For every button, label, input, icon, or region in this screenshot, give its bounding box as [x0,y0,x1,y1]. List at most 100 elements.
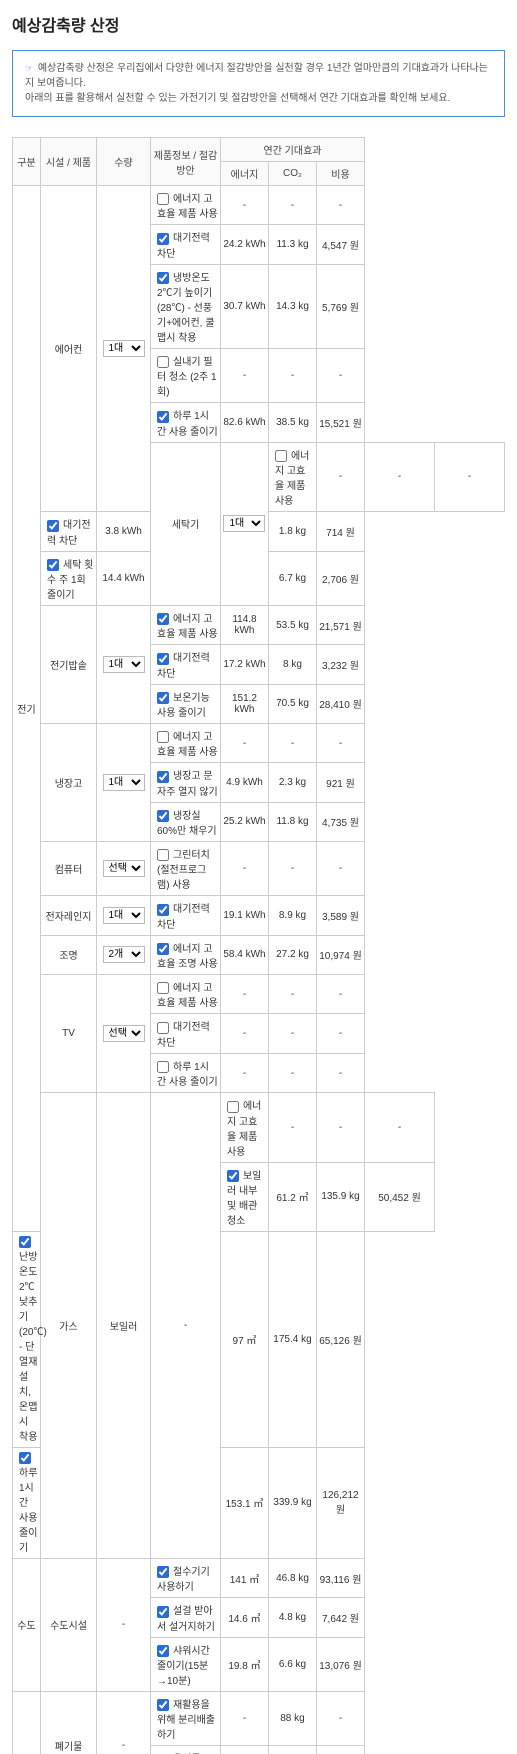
th-energy: 에너지 [220,162,268,186]
cell-facility: 수도시설 [41,1558,97,1691]
cell-co2: 53.5 kg [268,605,316,644]
qty-select[interactable]: 1대 [103,340,145,357]
cell-energy: 153.1 ㎥ [220,1447,268,1558]
cell-energy: 61.2 ㎥ [268,1162,316,1231]
cell-energy: - [220,842,268,896]
table-row: 가스보일러-에너지 고효율 제품 사용--- [13,1093,505,1162]
method-checkbox[interactable] [157,731,169,743]
cell-co2: 6.6 kg [268,1637,316,1691]
method-checkbox[interactable] [47,520,59,532]
cell-energy: 114.8 kWh [220,605,268,644]
method-checkbox[interactable] [157,193,169,205]
method-checkbox[interactable] [19,1236,31,1248]
table-row: 전자레인지1대대기전력 차단19.1 kWh8.9 kg3,589 원 [13,896,505,935]
cell-energy: 141 ㎥ [220,1558,268,1597]
cell-cost: 5,769 원 [316,264,364,348]
cell-facility: 폐기물 [41,1691,97,1754]
qty-select[interactable]: 1대 [103,774,145,791]
cell-cost: 7,642 원 [316,1598,364,1637]
cell-cost: 3,589 원 [316,896,364,935]
cell-method: 대기전력 차단 [151,896,221,935]
cell-energy: - [220,349,268,403]
method-checkbox[interactable] [157,771,169,783]
cell-qty: 선택 [97,842,151,896]
cell-cost: 28,410 원 [316,684,364,723]
qty-select[interactable]: 1대 [223,515,265,532]
cell-cost: 921 원 [316,763,364,802]
method-checkbox[interactable] [157,272,169,284]
notice-line2: 아래의 표를 활용해서 실천할 수 있는 가전기기 및 절감방안을 선택해서 연… [25,93,450,104]
method-checkbox[interactable] [47,559,59,571]
method-checkbox[interactable] [227,1170,239,1182]
method-checkbox[interactable] [157,411,169,423]
cell-energy: 30.7 kWh [220,264,268,348]
cell-cost: 15,521 원 [316,403,364,442]
method-checkbox[interactable] [157,233,169,245]
method-checkbox[interactable] [157,1606,169,1618]
cell-co2: - [268,1053,316,1092]
method-checkbox[interactable] [157,982,169,994]
cell-energy: - [220,1014,268,1053]
table-row: 전기에어컨1대에너지 고효율 제품 사용--- [13,186,505,225]
method-label: 냉방온도 2℃기 높이기 (28℃) - 선풍기+에어컨, 쿨맵시 착용 [157,273,214,344]
cell-method: 대기전력 차단 [151,1014,221,1053]
method-checkbox[interactable] [157,1061,169,1073]
cell-qty: 1대 [97,723,151,841]
cell-method: 냉방온도 2℃기 높이기 (28℃) - 선풍기+에어컨, 쿨맵시 착용 [151,264,221,348]
notice-line1: 예상감축량 산정은 우리집에서 다양한 에너지 절감방안을 실천할 경우 1년간… [25,63,488,89]
method-checkbox[interactable] [157,849,169,861]
qty-select[interactable]: 1대 [103,656,145,673]
cell-co2: 135.9 kg [316,1162,364,1231]
cell-co2: - [365,442,435,511]
qty-select[interactable]: 선택 [103,1025,145,1042]
method-checkbox[interactable] [19,1452,31,1464]
cell-qty: - [97,1558,151,1691]
method-checkbox[interactable] [227,1101,239,1113]
cell-energy: 14.6 ㎥ [220,1598,268,1637]
table-row: 컴퓨터선택그린터치(절전프로그램) 사용--- [13,842,505,896]
qty-select[interactable]: 선택 [103,860,145,877]
cell-energy: - [220,1691,268,1745]
cell-method: 에너지 고효율 제품 사용 [151,186,221,225]
method-checkbox[interactable] [157,810,169,822]
th-method: 제품정보 / 절감방안 [151,138,221,186]
method-checkbox[interactable] [157,613,169,625]
cell-method: 보온기능 사용 줄이기 [151,684,221,723]
cell-method: 에너지 고효율 제품 사용 [268,442,316,511]
cell-cost: 13,076 원 [316,1637,364,1691]
cell-qty: 1대 [97,186,151,512]
notice-box: ☞ 예상감축량 산정은 우리집에서 다양한 에너지 절감방안을 실천할 경우 1… [12,50,505,117]
method-checkbox[interactable] [157,943,169,955]
cell-facility: 전자레인지 [41,896,97,935]
cell-facility: 조명 [41,935,97,974]
cell-method: 재활용을 위해 분리배출하기 [151,1691,221,1745]
method-checkbox[interactable] [157,1022,169,1034]
cell-qty: 1대 [97,605,151,723]
qty-select[interactable]: 1대 [103,907,145,924]
cell-cost: 65,126 원 [316,1231,364,1447]
th-cost: 비용 [316,162,364,186]
qty-select[interactable]: 2개 [103,946,145,963]
method-checkbox[interactable] [157,653,169,665]
method-checkbox[interactable] [157,1566,169,1578]
table-row: 자원폐기물-재활용을 위해 분리배출하기-88 kg- [13,1691,505,1745]
table-body: 전기에어컨1대에너지 고효율 제품 사용---대기전력 차단24.2 kWh11… [13,186,505,1754]
cell-qty: 선택 [97,975,151,1093]
method-checkbox[interactable] [157,904,169,916]
cell-method: 하루 1시간 사용 줄이기 [151,403,221,442]
cell-cost: 4,547 원 [316,225,364,264]
method-checkbox[interactable] [275,450,287,462]
cell-co2: - [268,975,316,1014]
cell-method: 에너지 고효율 제품 사용 [151,723,221,762]
cell-co2: - [268,349,316,403]
cell-method: 에너지 고효율 제품 사용 [151,975,221,1014]
method-checkbox[interactable] [157,356,169,368]
cell-co2: 14.3 kg [268,264,316,348]
method-checkbox[interactable] [157,1645,169,1657]
cell-method: 샤워시간 줄이기(15분→10분) [151,1637,221,1691]
cell-cost: 126,212 원 [316,1447,364,1558]
cell-co2: 339.9 kg [268,1447,316,1558]
cell-method: 난방온도 2℃ 낮추기 (20℃) - 단열재 설치, 온맵시 착용 [13,1231,41,1447]
method-checkbox[interactable] [157,692,169,704]
method-checkbox[interactable] [157,1699,169,1711]
